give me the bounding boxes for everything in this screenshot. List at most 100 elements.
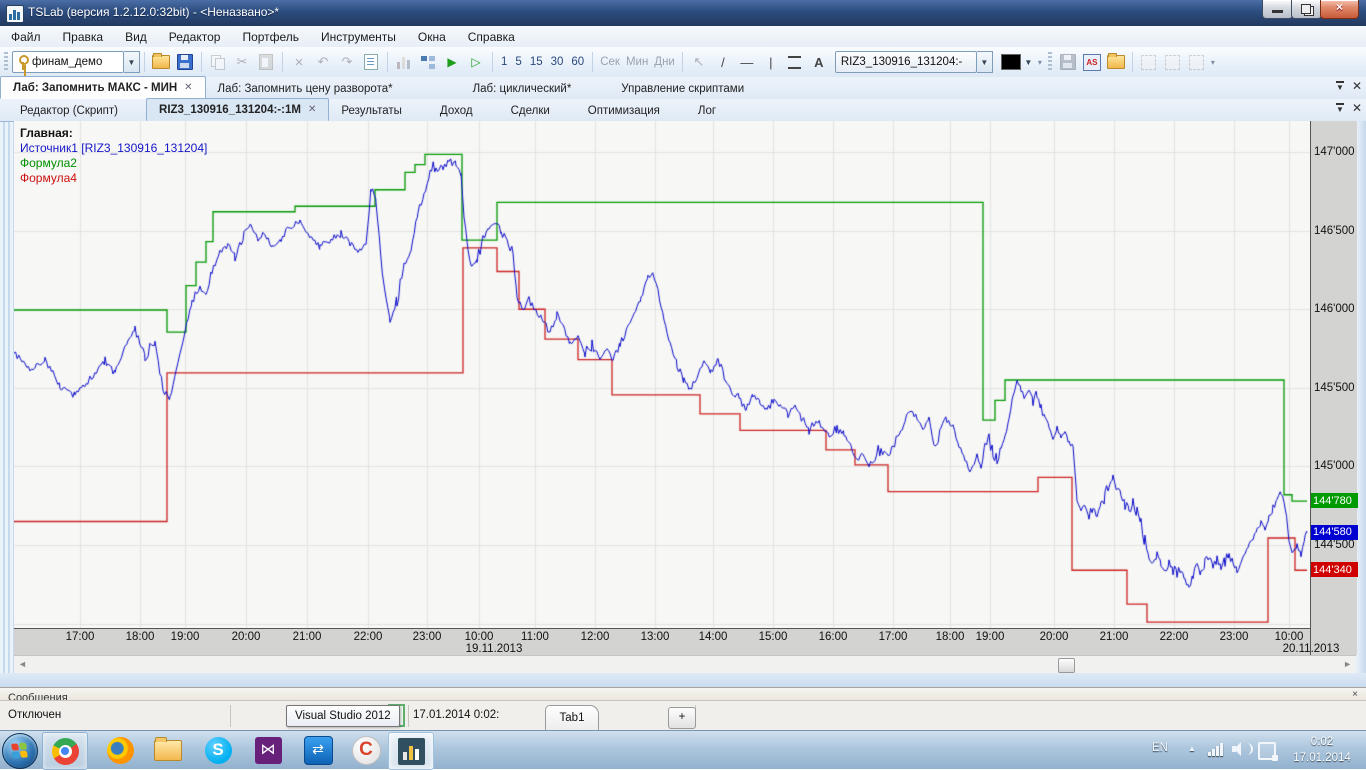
menu-portfolio[interactable]: Портфель bbox=[242, 29, 300, 44]
copy-button[interactable] bbox=[207, 51, 229, 73]
tab-lab-max-min[interactable]: Лаб: Запомнить МАКС - МИН ✕ bbox=[0, 76, 206, 99]
legend-formula2[interactable]: Формула2 bbox=[20, 156, 77, 170]
taskbar-teamviewer[interactable]: ⇄ bbox=[296, 732, 340, 768]
redo-button[interactable]: ↷ bbox=[336, 51, 358, 73]
close-row-icon[interactable]: ✕ bbox=[1351, 101, 1362, 115]
unit-min[interactable]: Мин bbox=[625, 56, 649, 68]
tab-optimization[interactable]: Оптимизация bbox=[576, 101, 672, 121]
network-signal-icon[interactable] bbox=[1208, 742, 1226, 756]
save-script-button[interactable] bbox=[174, 51, 196, 73]
unit-day[interactable]: Дни bbox=[654, 56, 675, 68]
workspace-tab1[interactable]: Tab1 bbox=[545, 705, 599, 732]
delete-button[interactable]: × bbox=[288, 51, 310, 73]
tray-expand-icon[interactable]: ▲ bbox=[1188, 744, 1196, 753]
timeframe-15[interactable]: 15 bbox=[529, 56, 543, 68]
hline-tool-button[interactable]: — bbox=[736, 51, 758, 73]
tab-trades[interactable]: Сделки bbox=[499, 101, 562, 121]
taskbar-skype[interactable]: S bbox=[196, 732, 240, 768]
start-button[interactable] bbox=[2, 733, 38, 769]
account-select[interactable]: финам_демо bbox=[12, 51, 124, 73]
unit-sec[interactable]: Сек bbox=[600, 56, 620, 68]
channel-tool-button[interactable] bbox=[784, 51, 806, 73]
run-once-button[interactable]: ▷ bbox=[465, 51, 487, 73]
text-tool-button[interactable]: A bbox=[808, 51, 830, 73]
toolbar-overflow-icon-2[interactable]: ▾ bbox=[1210, 57, 1215, 67]
toolbar-grip-2[interactable] bbox=[1047, 52, 1052, 72]
copy-frame-button[interactable] bbox=[1186, 51, 1208, 73]
close-button[interactable]: × bbox=[1320, 0, 1359, 19]
save-as-button[interactable]: AS bbox=[1081, 51, 1103, 73]
menu-help[interactable]: Справка bbox=[467, 29, 515, 44]
tab-log[interactable]: Лог bbox=[686, 101, 728, 121]
legend-source1[interactable]: Источник1 [RIZ3_130916_131204] bbox=[20, 141, 208, 155]
timeframe-5[interactable]: 5 bbox=[515, 56, 522, 68]
scroll-left-arrow[interactable]: ◄ bbox=[18, 659, 27, 669]
taskbar-chrome[interactable] bbox=[42, 732, 88, 770]
pin-row-icon[interactable]: ▼ bbox=[1336, 103, 1344, 114]
open-script-button[interactable] bbox=[150, 51, 172, 73]
tab-lab-reversal[interactable]: Лаб: Запомнить цену разворота* bbox=[206, 79, 405, 99]
chart-vertical-scrollbar[interactable] bbox=[1356, 121, 1366, 687]
language-indicator[interactable]: EN bbox=[1152, 742, 1168, 754]
messages-panel[interactable]: Сообщения × bbox=[0, 687, 1366, 701]
save-layout-button[interactable] bbox=[1057, 51, 1079, 73]
select-area-button[interactable] bbox=[1138, 51, 1160, 73]
vline-tool-button[interactable]: | bbox=[760, 51, 782, 73]
time-axis[interactable]: 17:00 18:00 19:00 20:00 21:00 22:00 23:00 10:00… bbox=[14, 628, 1339, 656]
menu-tools[interactable]: Инструменты bbox=[321, 29, 396, 44]
chart-horizontal-scrollbar[interactable]: ◄ ► bbox=[14, 655, 1356, 675]
taskbar-firefox[interactable] bbox=[98, 732, 142, 768]
taskbar-visual-studio[interactable]: ⋈ bbox=[246, 732, 290, 768]
menu-view[interactable]: Вид bbox=[125, 29, 147, 44]
legend-formula4[interactable]: Формула4 bbox=[20, 171, 77, 185]
tab-lab-cyclic[interactable]: Лаб: циклический* bbox=[461, 79, 584, 99]
instrument-select[interactable]: RIZ3_130916_131204:- bbox=[834, 51, 977, 73]
tray-clock[interactable]: 0:02 17.01.2014 bbox=[1280, 734, 1364, 766]
scrollbar-thumb[interactable] bbox=[1058, 658, 1075, 673]
minimize-button[interactable] bbox=[1262, 0, 1293, 19]
toolbar-overflow-icon[interactable]: ▾ bbox=[1037, 57, 1042, 67]
toolbar-grip[interactable] bbox=[4, 52, 8, 72]
taskbar-ccleaner[interactable]: C bbox=[344, 732, 388, 768]
color-swatch[interactable] bbox=[1000, 54, 1021, 70]
instrument-dropdown-arrow[interactable]: ▼ bbox=[976, 51, 993, 73]
script-properties-button[interactable] bbox=[360, 51, 382, 73]
open-layout-button[interactable] bbox=[1105, 51, 1127, 73]
color-dropdown-arrow[interactable]: ▼ bbox=[1024, 57, 1033, 67]
menu-file[interactable]: Файл bbox=[11, 29, 41, 44]
menu-editor[interactable]: Редактор bbox=[168, 29, 221, 44]
tab-chart-riz3[interactable]: RIZ3_130916_131204:-:1M ✕ bbox=[146, 98, 330, 121]
taskbar-tslab[interactable] bbox=[388, 732, 434, 770]
scroll-right-arrow[interactable]: ► bbox=[1343, 659, 1352, 669]
tab-income[interactable]: Доход bbox=[428, 101, 485, 121]
timeframe-60[interactable]: 60 bbox=[571, 56, 585, 68]
price-axis[interactable]: 147'000 146'500 146'000 145'500 145'000 144'5… bbox=[1310, 121, 1358, 655]
undo-button[interactable]: ↶ bbox=[312, 51, 334, 73]
trendline-tool-button[interactable]: / bbox=[712, 51, 734, 73]
messages-close-icon[interactable]: × bbox=[1352, 689, 1358, 700]
menu-windows[interactable]: Окна bbox=[417, 29, 446, 44]
account-dropdown-arrow[interactable]: ▼ bbox=[124, 51, 140, 73]
tab-close-icon[interactable]: ✕ bbox=[307, 104, 317, 115]
price-chart-canvas[interactable] bbox=[14, 121, 1310, 628]
timeframe-1[interactable]: 1 bbox=[501, 56, 508, 68]
action-center-icon[interactable] bbox=[1258, 742, 1278, 761]
tab-script-manager[interactable]: Управление скриптами bbox=[609, 79, 756, 99]
menu-edit[interactable]: Правка bbox=[62, 29, 104, 44]
restore-button[interactable] bbox=[1291, 0, 1322, 19]
tab-results[interactable]: Результаты bbox=[329, 101, 414, 121]
tab-close-icon[interactable]: ✕ bbox=[184, 82, 193, 93]
paste-button[interactable] bbox=[255, 51, 277, 73]
cursor-tool-button[interactable]: ↖ bbox=[688, 51, 710, 73]
chart-view-button[interactable] bbox=[393, 51, 415, 73]
schema-view-button[interactable] bbox=[417, 51, 439, 73]
close-row-icon[interactable]: ✕ bbox=[1351, 79, 1362, 93]
add-workspace-tab-button[interactable]: + bbox=[668, 707, 696, 729]
taskbar-explorer[interactable] bbox=[146, 732, 190, 768]
run-button[interactable]: ▶ bbox=[441, 51, 463, 73]
select-all-button[interactable] bbox=[1162, 51, 1184, 73]
cut-button[interactable]: ✂ bbox=[231, 51, 253, 73]
volume-icon[interactable] bbox=[1232, 742, 1253, 756]
timeframe-30[interactable]: 30 bbox=[550, 56, 564, 68]
tab-editor[interactable]: Редактор (Скрипт) bbox=[8, 101, 130, 121]
